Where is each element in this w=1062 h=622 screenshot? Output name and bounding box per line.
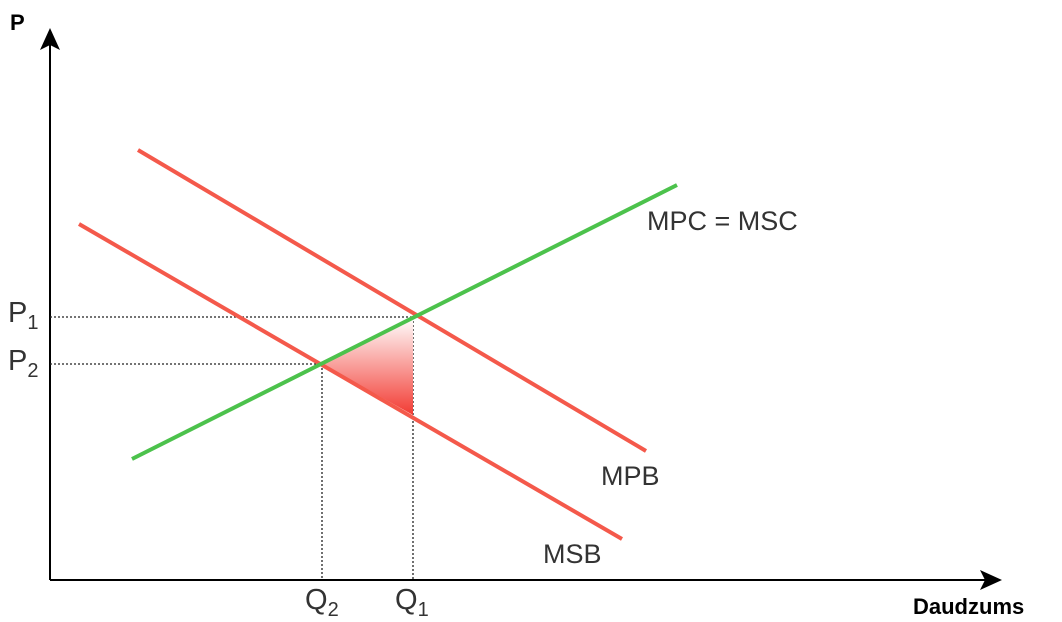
mpb-curve-label: MPB (601, 461, 660, 491)
y-axis-title: P (10, 10, 25, 35)
msb-curve (77, 222, 624, 541)
y-axis-arrowhead (40, 28, 60, 50)
q2-label: Q2 (305, 584, 339, 621)
supply-curve-label: MPC = MSC (647, 206, 798, 236)
x-axis-title: Daudzums (913, 594, 1024, 619)
mpb-curve (136, 148, 648, 453)
deadweight-loss-triangle (322, 317, 413, 415)
x-axis-arrowhead (980, 570, 1002, 590)
msb-curve-label: MSB (543, 539, 602, 569)
q1-label: Q1 (395, 584, 429, 621)
supply-curve (131, 183, 678, 461)
p2-label: P2 (8, 345, 38, 382)
p1-label: P1 (8, 297, 38, 334)
